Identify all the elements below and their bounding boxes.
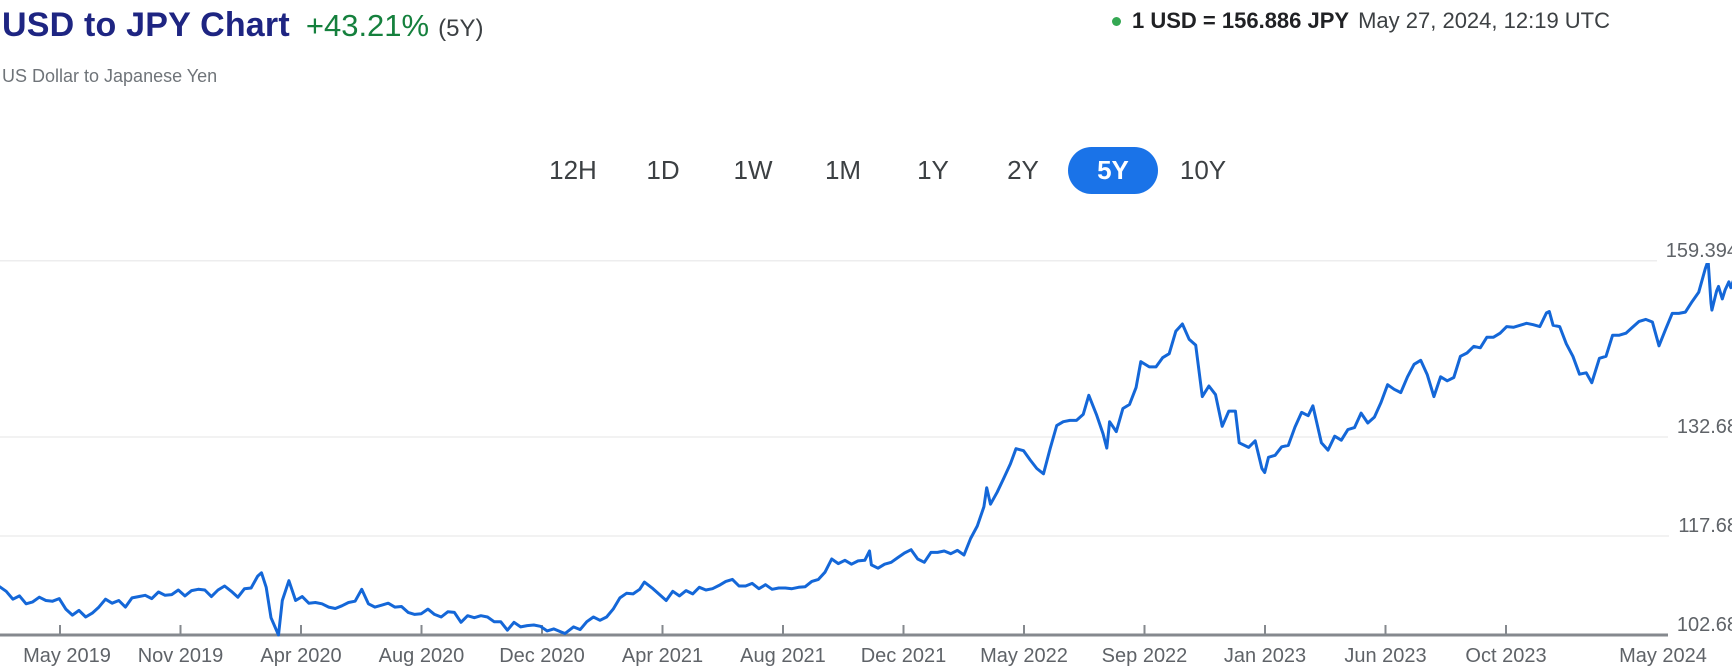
page-title: USD to JPY Chart <box>2 6 290 44</box>
x-axis-tick <box>179 625 182 634</box>
x-axis-label: Aug 2020 <box>378 645 465 667</box>
x-axis-label: Dec 2020 <box>499 645 585 667</box>
x-axis-label: May 2019 <box>23 645 111 667</box>
x-axis-label: May 2024 <box>1619 645 1707 667</box>
x-axis-label: Apr 2020 <box>260 645 342 667</box>
x-axis-label: Dec 2021 <box>860 645 947 667</box>
y-axis-label: 132.68 <box>1667 416 1732 439</box>
page-subtitle: US Dollar to Japanese Yen <box>2 66 218 86</box>
x-axis-tick <box>1264 625 1266 634</box>
change-percent: +43.21% <box>305 8 430 43</box>
x-axis-label: Nov 2019 <box>137 645 224 667</box>
range-button-1y[interactable]: 1Y <box>888 147 978 194</box>
range-button-5y[interactable]: 5Y <box>1068 147 1158 194</box>
change-range-label: (5Y) <box>438 15 484 42</box>
current-rate: 1 USD = 156.886 JPY May 27, 2024, 12:19 … <box>1112 8 1610 34</box>
rate-timestamp: May 27, 2024, 12:19 UTC <box>1358 8 1611 33</box>
range-button-1w[interactable]: 1W <box>708 147 798 194</box>
x-axis-tick <box>300 625 302 634</box>
rate-value: 1 USD = 156.886 JPY <box>1132 8 1350 33</box>
x-axis-tick <box>1023 625 1025 634</box>
y-axis-label: 117.68 <box>1669 515 1732 538</box>
x-axis-line <box>0 633 1732 637</box>
range-button-2y[interactable]: 2Y <box>978 147 1068 194</box>
x-axis-tick <box>1505 625 1507 634</box>
x-axis-tick <box>782 625 784 634</box>
range-selector: 12H 1D 1W 1M 1Y 2Y 5Y 10Y <box>528 147 1248 194</box>
y-axis-label: 102.68 <box>1667 614 1732 637</box>
x-axis-tick <box>541 625 543 634</box>
x-axis-tick <box>1143 625 1146 634</box>
x-axis-label: Aug 2021 <box>740 645 826 667</box>
x-axis-label: May 2022 <box>980 645 1068 667</box>
range-button-1d[interactable]: 1D <box>618 147 708 194</box>
range-button-10y[interactable]: 10Y <box>1158 147 1248 194</box>
x-axis-tick <box>59 625 61 634</box>
x-axis-label: Sep 2022 <box>1101 645 1188 667</box>
x-axis-tick <box>420 625 423 634</box>
x-axis-label: Jan 2023 <box>1223 645 1307 667</box>
x-axis-label: Oct 2023 <box>1465 645 1547 667</box>
price-line <box>0 259 1732 637</box>
x-axis-tick <box>902 625 905 634</box>
market-status-dot-icon <box>1112 16 1121 26</box>
range-button-1m[interactable]: 1M <box>798 147 888 194</box>
x-axis-label: Apr 2021 <box>621 645 704 667</box>
x-axis-tick <box>661 625 664 634</box>
x-axis-label: Jun 2023 <box>1344 645 1427 667</box>
title-row: USD to JPY Chart +43.21% (5Y) <box>2 6 483 45</box>
y-axis-label: 159.394 <box>1656 239 1732 263</box>
range-button-12h[interactable]: 12H <box>528 147 618 194</box>
x-axis-tick <box>1384 625 1387 634</box>
